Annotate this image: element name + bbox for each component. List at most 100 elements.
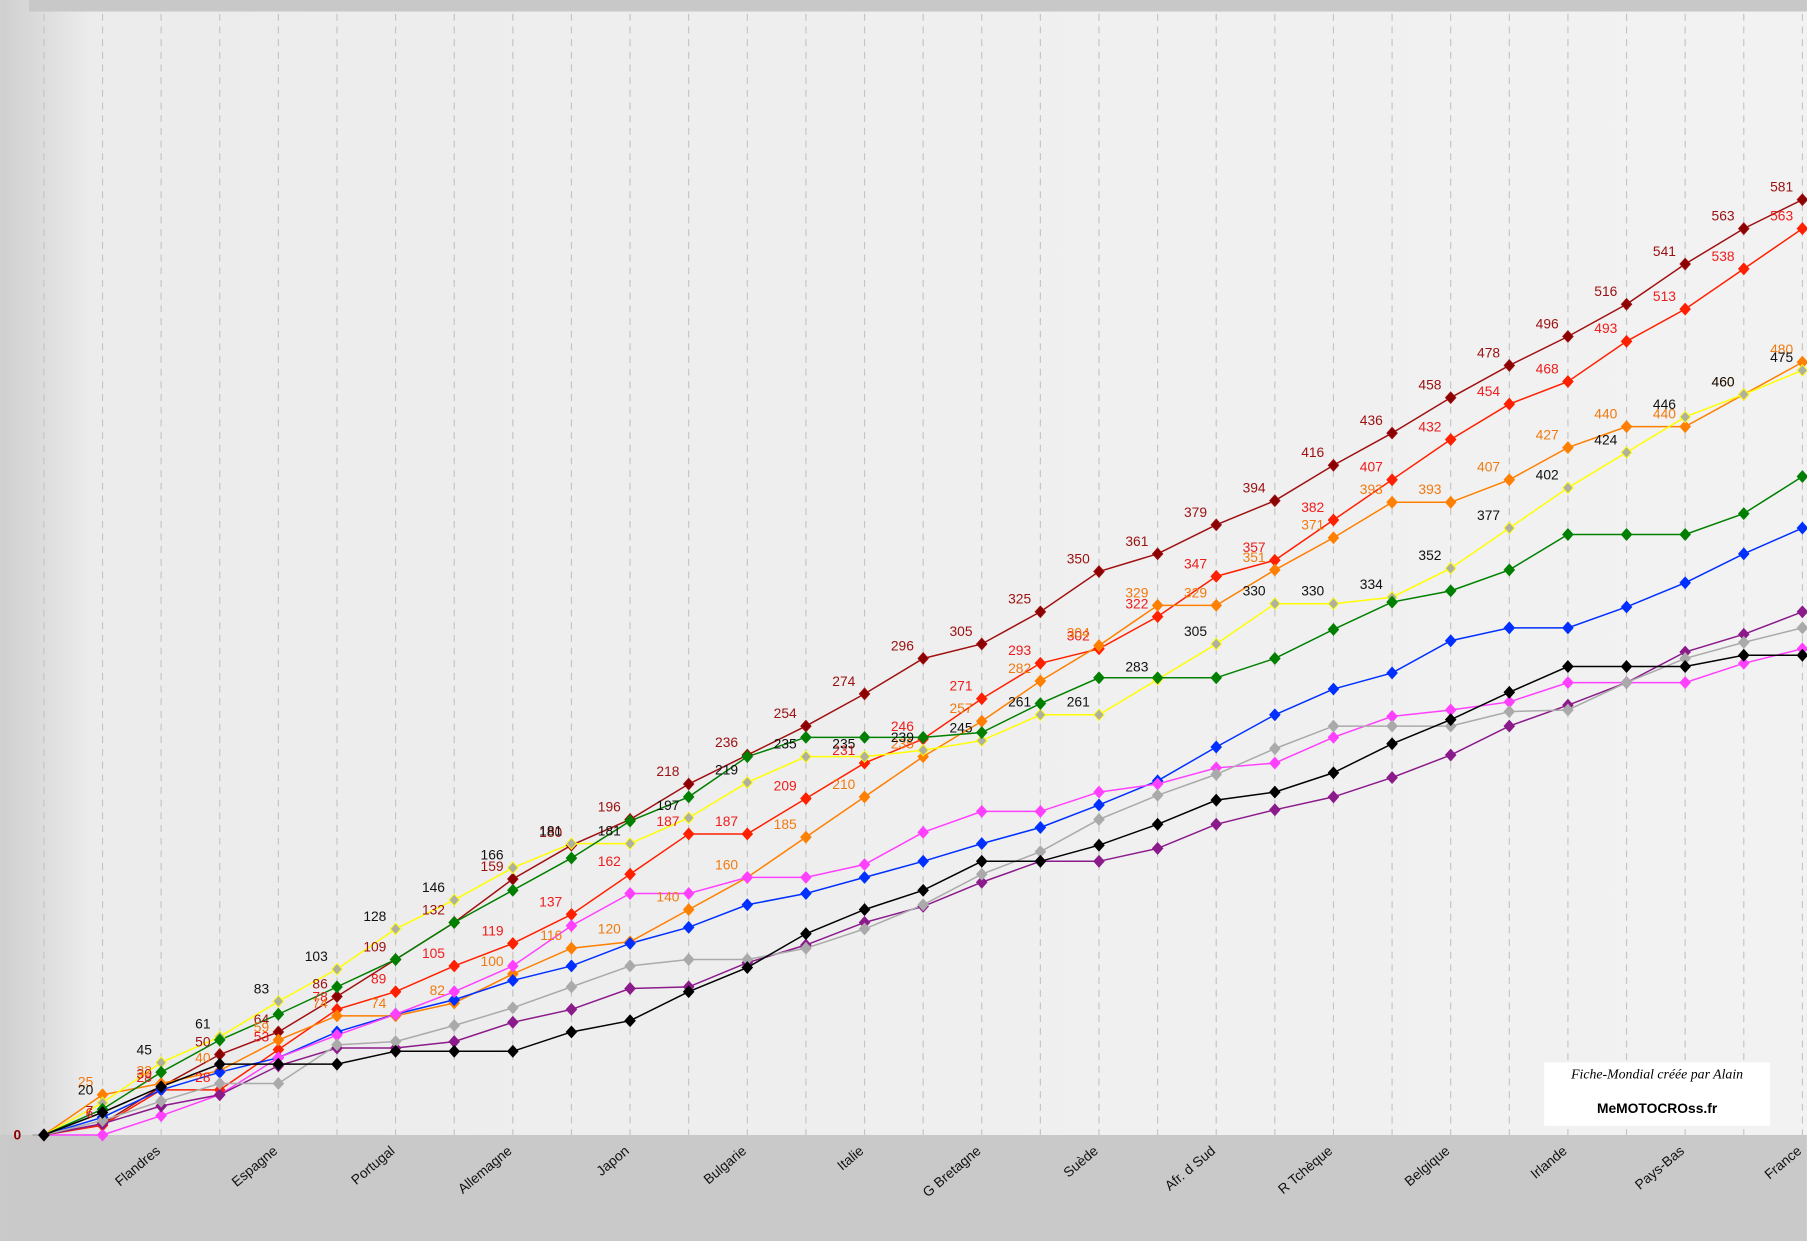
data-point — [1034, 854, 1047, 868]
data-point — [858, 750, 871, 764]
data-label: 235 — [774, 736, 797, 752]
data-point — [272, 1057, 285, 1071]
data-point — [1327, 458, 1340, 472]
data-point — [1093, 798, 1105, 812]
data-point — [1737, 507, 1750, 521]
data-label: 218 — [656, 763, 679, 779]
data-point — [1269, 756, 1281, 770]
data-label: 402 — [1536, 467, 1559, 483]
data-label: 50 — [195, 1033, 211, 1049]
data-label: 83 — [254, 980, 270, 996]
data-point — [1562, 330, 1574, 343]
data-label: 25 — [78, 1074, 94, 1090]
data-point — [975, 867, 988, 881]
data-label: 53 — [254, 1029, 270, 1045]
data-label: 209 — [774, 777, 797, 793]
data-point — [1327, 597, 1340, 611]
data-point — [1679, 302, 1691, 316]
data-point — [1796, 222, 1807, 236]
data-point — [389, 985, 402, 999]
data-point — [1562, 441, 1574, 455]
data-point — [1210, 569, 1223, 583]
data-point — [565, 1025, 578, 1039]
data-label: 357 — [1243, 539, 1266, 555]
data-point — [507, 1015, 519, 1029]
data-point — [1562, 703, 1574, 717]
data-label: 334 — [1360, 576, 1383, 592]
data-label: 581 — [1770, 179, 1793, 195]
data-label: 468 — [1536, 360, 1559, 376]
data-point — [448, 1044, 461, 1058]
data-point — [213, 1077, 226, 1090]
data-point — [1620, 420, 1633, 434]
data-point — [1386, 771, 1398, 785]
data-label: 74 — [312, 995, 328, 1011]
data-point — [682, 887, 695, 900]
data-point — [1034, 674, 1047, 688]
data-point — [1737, 387, 1750, 401]
data-label: 446 — [1653, 396, 1676, 412]
data-point — [1327, 766, 1340, 780]
data-label: 296 — [891, 637, 914, 653]
data-point — [507, 973, 519, 987]
data-label: 302 — [1067, 628, 1090, 644]
data-point — [1210, 598, 1223, 612]
data-point — [624, 936, 636, 950]
data-point — [448, 993, 461, 1007]
data-label: 271 — [949, 678, 972, 694]
data-label: 40 — [195, 1050, 211, 1066]
data-label: 146 — [422, 879, 445, 895]
data-point — [331, 980, 343, 994]
data-point — [1737, 222, 1750, 236]
data-label: 305 — [1184, 623, 1207, 639]
data-point — [917, 743, 929, 757]
data-point — [975, 854, 988, 868]
data-point — [1503, 719, 1516, 733]
data-point — [389, 1007, 402, 1021]
data-point — [741, 827, 754, 841]
data-label: 513 — [1653, 288, 1676, 304]
data-point — [682, 953, 695, 966]
data-point — [1620, 528, 1633, 541]
data-point — [800, 792, 812, 805]
data-label: 377 — [1477, 507, 1500, 523]
data-point — [96, 1106, 109, 1119]
data-point — [1679, 420, 1691, 434]
data-point — [741, 961, 754, 975]
data-point — [1093, 813, 1105, 826]
data-point — [1620, 600, 1633, 614]
data-label: 116 — [540, 927, 562, 943]
data-label: 330 — [1243, 583, 1266, 599]
data-point — [96, 1114, 109, 1127]
data-point — [917, 730, 929, 744]
data-point — [682, 790, 695, 804]
data-point — [800, 927, 812, 941]
data-label: 305 — [949, 623, 972, 639]
data-point — [1737, 262, 1750, 276]
data-label: 350 — [1067, 550, 1090, 566]
data-point — [858, 870, 871, 884]
data-point — [1679, 528, 1691, 541]
data-point — [682, 903, 695, 917]
data-point — [1210, 740, 1223, 754]
data-point — [1562, 528, 1574, 541]
data-point — [272, 1007, 285, 1021]
data-label: 393 — [1360, 481, 1383, 497]
data-label: 563 — [1770, 208, 1793, 224]
data-label: 496 — [1536, 315, 1559, 331]
data-point — [507, 1044, 519, 1058]
data-label: 78 — [312, 988, 328, 1004]
data-label: 59 — [254, 1019, 270, 1035]
data-point — [858, 922, 871, 936]
data-label: 166 — [481, 847, 504, 863]
data-point — [1034, 697, 1047, 710]
data-point — [1269, 652, 1281, 665]
data-label: 493 — [1594, 320, 1617, 336]
data-point — [1386, 737, 1398, 751]
data-point — [1444, 561, 1457, 575]
data-point — [1503, 685, 1516, 699]
data-point — [213, 1033, 226, 1047]
data-point — [1151, 598, 1164, 612]
data-point — [155, 1065, 167, 1079]
data-point — [1620, 297, 1633, 311]
